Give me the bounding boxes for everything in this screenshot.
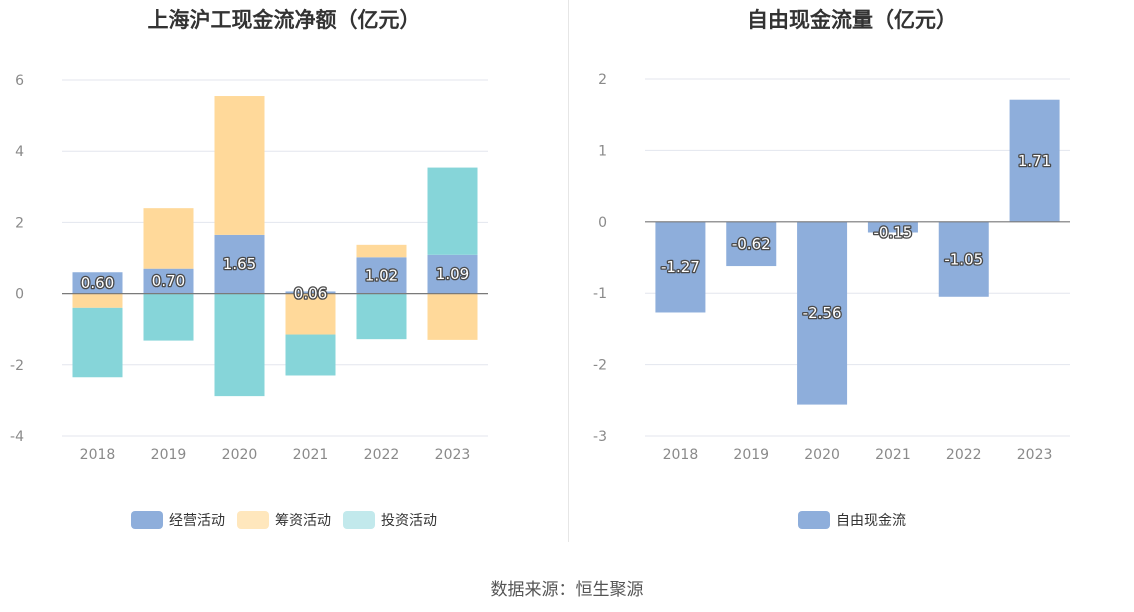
y-tick-label: -2	[10, 358, 24, 374]
x-tick-label: 2018	[663, 447, 699, 463]
bar-segment	[72, 272, 123, 294]
data-label: 0.60	[81, 274, 114, 292]
data-label: -0.15	[874, 224, 913, 242]
data-label: -0.62	[732, 235, 771, 253]
data-label: -1.05	[944, 250, 983, 268]
data-source-note: 数据来源：恒生聚源	[490, 580, 644, 600]
y-tick-label: 6	[15, 73, 24, 89]
x-tick-label: 2020	[804, 447, 840, 463]
data-label: 1.09	[436, 265, 469, 283]
legend-item-financing[interactable]: 筹资活动	[237, 510, 331, 530]
bar	[726, 221, 777, 267]
right-legend: 自由现金流	[570, 510, 1134, 530]
legend-swatch-financing	[237, 511, 269, 529]
y-tick-label: -4	[10, 429, 24, 445]
bar-segment	[356, 257, 407, 294]
bar-segment	[214, 96, 265, 235]
bar-segment	[427, 293, 478, 340]
x-tick-label: 2018	[80, 447, 116, 463]
bar-segment	[356, 244, 407, 258]
data-label: -2.56	[803, 304, 842, 322]
legend-item-investing[interactable]: 投资活动	[343, 510, 437, 530]
y-tick-label: 2	[15, 215, 24, 231]
bar-segment	[143, 268, 194, 294]
bar-segment	[285, 293, 336, 335]
y-tick-label: 0	[598, 215, 607, 231]
left-chart-panel: 上海沪工现金流净额（亿元） -4 -2 0 2 4 6 2018 2019 2020 2021 20…	[0, 0, 568, 545]
bar	[867, 221, 918, 233]
data-label: 1.65	[223, 255, 256, 273]
y-tick-label: 4	[15, 144, 24, 160]
panel-divider	[568, 0, 569, 542]
data-label: -1.27	[661, 258, 700, 276]
bar	[1009, 99, 1060, 222]
bar-segment	[214, 234, 265, 294]
y-tick-label: 2	[598, 72, 607, 88]
legend-label-operating: 经营活动	[169, 513, 225, 529]
legend-label-investing: 投资活动	[381, 513, 437, 529]
x-tick-label: 2022	[946, 447, 982, 463]
data-label: 0.70	[152, 272, 185, 290]
bar-segment	[72, 293, 123, 308]
bar-segment	[285, 334, 336, 376]
left-chart-title: 上海沪工现金流净额（亿元）	[147, 8, 421, 32]
x-tick-label: 2021	[875, 447, 911, 463]
y-tick-label: 1	[598, 143, 607, 159]
y-tick-label: 0	[15, 287, 24, 303]
y-tick-label: -1	[593, 286, 607, 302]
legend-item-free-cash-flow[interactable]: 自由现金流	[798, 510, 906, 530]
legend-label-free-cash-flow: 自由现金流	[836, 513, 906, 529]
bar-segment	[143, 293, 194, 341]
y-tick-label: -3	[593, 429, 607, 445]
bar	[797, 221, 848, 405]
bar-segment	[143, 208, 194, 269]
legend-swatch-free-cash-flow	[798, 511, 830, 529]
data-label: 1.71	[1018, 152, 1051, 170]
legend-item-operating[interactable]: 经营活动	[131, 510, 225, 530]
bar	[655, 221, 706, 313]
left-legend: 经营活动 筹资活动 投资活动	[0, 510, 568, 530]
bar-segment	[427, 167, 478, 255]
legend-swatch-operating	[131, 511, 163, 529]
legend-swatch-investing	[343, 511, 375, 529]
data-label: 1.02	[365, 266, 398, 284]
legend-label-financing: 筹资活动	[275, 513, 331, 529]
x-tick-label: 2019	[733, 447, 769, 463]
bar-segment	[214, 293, 265, 397]
free-cash-flow-chart: -3 -2 -1 0 1 2 2018 2019 2020 2021 2022 2023 -1.27 -0…	[593, 72, 1070, 463]
x-tick-label: 2023	[1017, 447, 1053, 463]
data-label: 0.06	[294, 285, 327, 303]
x-tick-label: 2023	[435, 447, 471, 463]
y-tick-label: -2	[593, 358, 607, 374]
bar-segment	[285, 291, 336, 294]
bar	[938, 221, 989, 297]
cash-flow-stacked-chart: -4 -2 0 2 4 6 2018 2019 2020 2021 2022 2023 0.60 0.70…	[10, 73, 488, 463]
bar-segment	[427, 254, 478, 294]
bar-segment	[356, 293, 407, 340]
x-tick-label: 2022	[364, 447, 400, 463]
x-tick-label: 2019	[151, 447, 187, 463]
bar-segment	[72, 307, 123, 378]
right-chart-panel: 自由现金流量（亿元） -3 -2 -1 0 1 2 2018 2019 2020 2021 2022…	[570, 0, 1134, 545]
x-tick-label: 2020	[222, 447, 258, 463]
right-chart-title: 自由现金流量（亿元）	[747, 8, 957, 32]
x-tick-label: 2021	[293, 447, 329, 463]
